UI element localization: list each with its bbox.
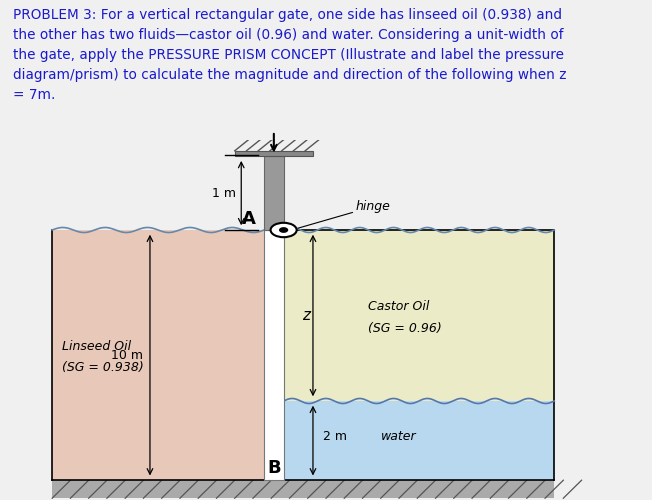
Text: (SG = 0.938): (SG = 0.938)	[62, 361, 143, 374]
Text: PROBLEM 3: For a vertical rectangular gate, one side has linseed oil (0.938) and: PROBLEM 3: For a vertical rectangular ga…	[13, 8, 567, 102]
Bar	[284, 230, 554, 401]
Circle shape	[280, 228, 288, 232]
Text: Linseed Oil: Linseed Oil	[62, 340, 131, 352]
Circle shape	[271, 223, 297, 237]
Text: Castor Oil: Castor Oil	[368, 300, 430, 313]
Text: 1 m: 1 m	[212, 186, 236, 200]
Text: hinge: hinge	[298, 200, 390, 228]
Text: 10 m: 10 m	[111, 348, 143, 362]
Text: (SG = 0.96): (SG = 0.96)	[368, 322, 442, 334]
Bar	[52, 230, 264, 480]
Text: 2 m: 2 m	[323, 430, 347, 444]
Bar	[264, 230, 284, 480]
Bar	[264, 156, 284, 230]
Text: water: water	[381, 430, 417, 444]
Bar	[284, 401, 554, 480]
Text: A: A	[243, 210, 256, 228]
Bar	[235, 151, 313, 156]
Text: z: z	[302, 308, 310, 323]
Bar	[52, 480, 554, 498]
Text: B: B	[267, 458, 281, 476]
